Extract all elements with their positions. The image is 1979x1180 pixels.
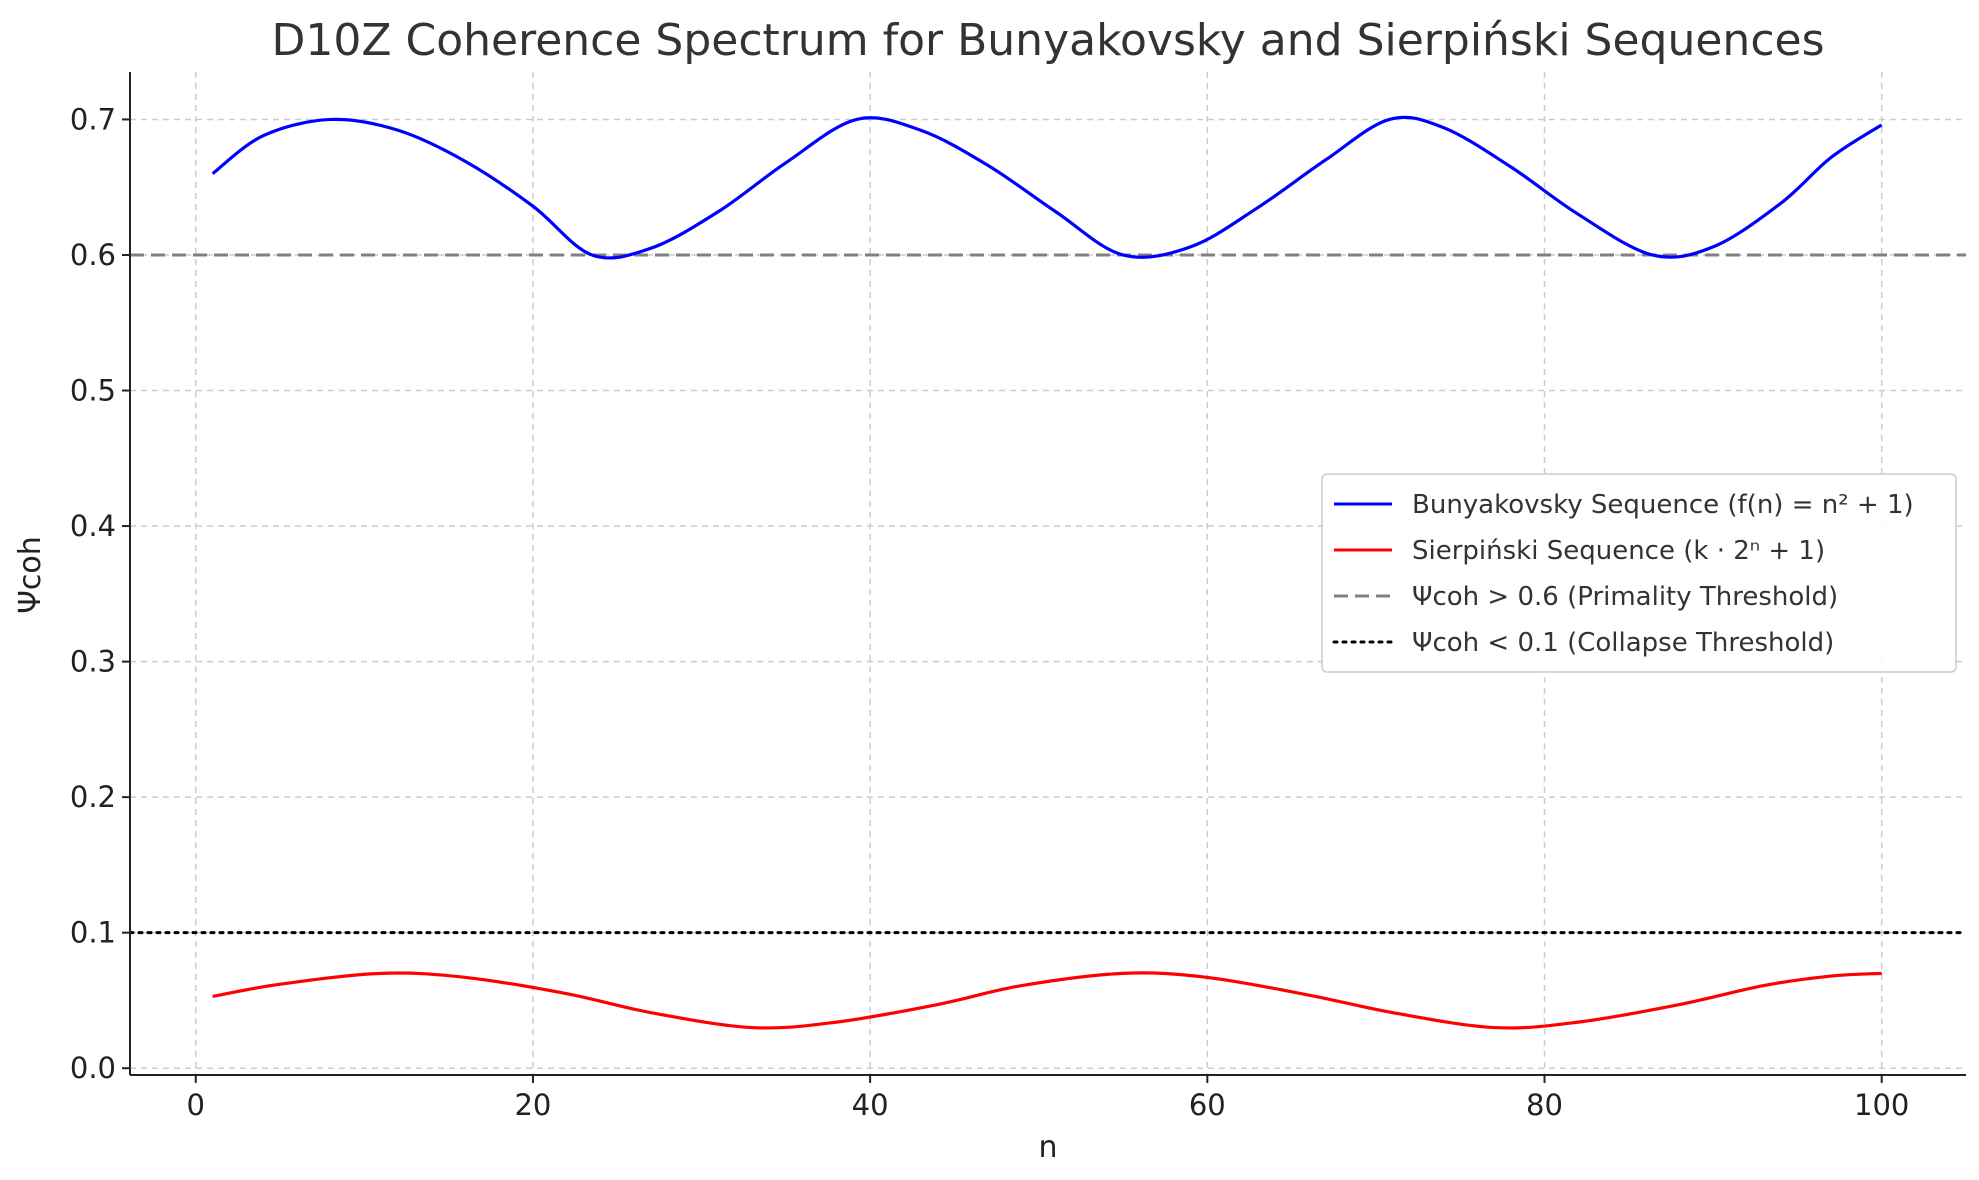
y-tick-label: 0.1 (70, 916, 116, 950)
legend-label: Ψcoh < 0.1 (Collapse Threshold) (1412, 628, 1834, 658)
x-tick-label: 40 (852, 1088, 889, 1122)
x-tick-label: 0 (187, 1088, 205, 1122)
y-tick-label: 0.4 (70, 509, 116, 543)
x-tick-label: 60 (1189, 1088, 1226, 1122)
series-line-0 (211, 115, 1883, 260)
x-tick-label: 20 (514, 1088, 551, 1122)
legend: Bunyakovsky Sequence (f(n) = n² + 1) Sier… (1321, 473, 1957, 673)
y-tick-label: 0.2 (70, 780, 116, 814)
series-line-1 (212, 971, 1882, 1030)
y-tick-label: 0.5 (70, 374, 116, 408)
legend-label: Ψcoh > 0.6 (Primality Threshold) (1412, 582, 1838, 612)
y-tick-label: 0.7 (70, 102, 116, 136)
axes: 0 20 40 60 80 100 0.0 0.1 0.2 0.3 0.4 0.5 0.6 0.7 (70, 72, 1966, 1122)
y-tick-label: 0.6 (70, 238, 116, 272)
x-tick-label: 100 (1854, 1088, 1909, 1122)
series-layer (128, 115, 1968, 1030)
y-tick-label: 0.3 (70, 645, 116, 679)
x-tick-label: 80 (1526, 1088, 1563, 1122)
y-axis-label: Ψcoh (13, 536, 48, 613)
legend-box (1321, 473, 1957, 673)
y-tick-label: 0.0 (70, 1051, 116, 1085)
x-axis-label: n (1038, 1130, 1057, 1165)
legend-label: Sierpiński Sequence (k · 2ⁿ + 1) (1412, 536, 1825, 566)
legend-label: Bunyakovsky Sequence (f(n) = n² + 1) (1412, 490, 1914, 520)
chart-title: D10Z Coherence Spectrum for Bunyakovsky … (272, 15, 1825, 66)
